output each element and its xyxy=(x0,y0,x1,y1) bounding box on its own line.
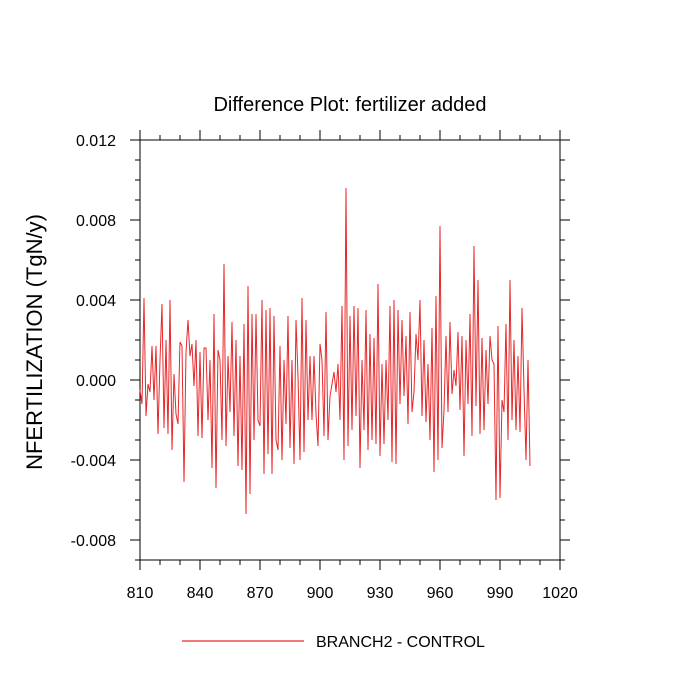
x-tick-label: 810 xyxy=(127,585,154,602)
x-tick-label: 930 xyxy=(367,585,394,602)
y-axis-ticks xyxy=(130,139,570,561)
legend: BRANCH2 - CONTROL xyxy=(182,634,485,651)
y-tick-label: 0.012 xyxy=(76,133,116,150)
x-tick-label: 960 xyxy=(427,585,454,602)
series-line-branch2-control xyxy=(139,187,531,515)
x-axis-ticks xyxy=(139,130,561,570)
plot-area: 810 840 870 900 930 960 990 1020 -0.008 -0.004 0.… xyxy=(71,130,578,602)
x-tick-label: 1020 xyxy=(542,585,578,602)
plot-frame xyxy=(139,139,561,561)
y-axis-tick-labels: -0.008 -0.004 0.000 0.004 0.008 0.012 xyxy=(71,133,116,550)
chart-title: Difference Plot: fertilizer added xyxy=(213,94,486,116)
x-tick-label: 900 xyxy=(307,585,334,602)
y-tick-label: 0.000 xyxy=(76,373,116,390)
x-tick-label: 840 xyxy=(187,585,214,602)
y-axis-label: NFERTILIZATION (TgN/y) xyxy=(22,214,47,470)
x-axis-tick-labels: 810 840 870 900 930 960 990 1020 xyxy=(127,585,578,602)
legend-label: BRANCH2 - CONTROL xyxy=(316,634,485,651)
y-tick-label: 0.008 xyxy=(76,213,116,230)
y-tick-label: -0.008 xyxy=(71,533,116,550)
y-tick-label: -0.004 xyxy=(71,453,116,470)
x-tick-label: 990 xyxy=(487,585,514,602)
x-tick-label: 870 xyxy=(247,585,274,602)
y-tick-label: 0.004 xyxy=(76,293,116,310)
